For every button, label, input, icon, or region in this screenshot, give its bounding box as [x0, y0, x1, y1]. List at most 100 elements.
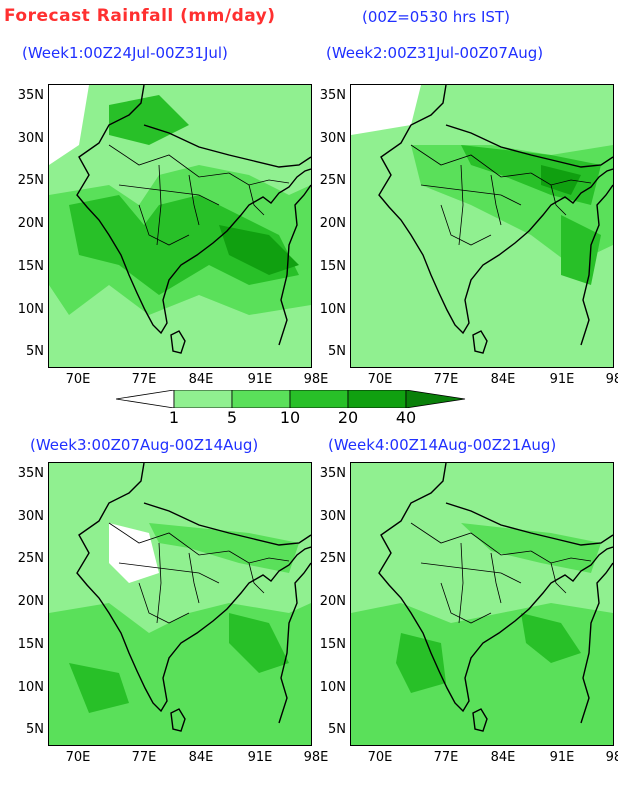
latitude-label: 10N [17, 302, 44, 317]
rainfall-contour [351, 85, 421, 135]
longitude-label: 84E [490, 750, 516, 765]
longitude-label: 77E [131, 372, 157, 387]
latitude-label: 20N [319, 216, 346, 231]
latitude-label: 10N [319, 680, 346, 695]
latitude-label: 5N [26, 344, 44, 359]
rainfall-contour [229, 613, 289, 673]
rainfall-contour [396, 633, 446, 693]
rainfall-field [49, 463, 311, 745]
state-boundary [118, 184, 220, 206]
state-boundary [490, 174, 502, 226]
country-border [445, 124, 613, 168]
latitude-label: 35N [319, 88, 346, 103]
state-boundary [248, 562, 265, 594]
state-boundary [490, 552, 502, 604]
state-boundary [530, 172, 592, 186]
rainfall-contour [219, 225, 299, 275]
coastline [278, 184, 311, 346]
state-boundary [138, 582, 190, 624]
state-boundary [420, 184, 522, 206]
latitude-label: 25N [17, 173, 44, 188]
state-boundary [420, 562, 522, 584]
longitude-label: 98E [605, 372, 618, 387]
latitude-label: 30N [319, 509, 346, 524]
state-boundary [156, 542, 162, 624]
state-boundary [410, 522, 532, 556]
map-frame [48, 84, 312, 368]
state-boundary [530, 550, 592, 564]
coastline [170, 330, 186, 354]
longitude-label: 91E [247, 750, 273, 765]
latitude-label: 15N [17, 259, 44, 274]
latitude-label: 35N [17, 466, 44, 481]
latitude-label: 30N [17, 131, 44, 146]
longitude-label: 77E [433, 750, 459, 765]
state-boundary [188, 174, 200, 226]
latitude-label: 20N [319, 594, 346, 609]
colorbar-label-40: 40 [395, 408, 417, 427]
latitude-label: 35N [319, 466, 346, 481]
longitude-label: 98E [605, 750, 618, 765]
map-frame [350, 462, 614, 746]
state-boundary [458, 542, 464, 624]
latitude-label: 5N [328, 344, 346, 359]
rainfall-contour [351, 603, 613, 745]
state-boundary [108, 144, 230, 178]
state-boundary [138, 204, 190, 246]
latitude-label: 15N [319, 259, 346, 274]
longitude-label: 77E [433, 372, 459, 387]
colorbar-label-1: 1 [168, 408, 180, 427]
rainfall-colorbar: 1 5 10 20 40 [115, 389, 466, 430]
panel-label-week4: (Week4:00Z14Aug-00Z21Aug) [328, 436, 557, 454]
longitude-label: 70E [65, 372, 91, 387]
rainfall-contour [561, 215, 601, 285]
latitude-label: 20N [17, 594, 44, 609]
state-boundary [108, 522, 230, 556]
panel-label-week2: (Week2:00Z31Jul-00Z07Aug) [326, 44, 544, 62]
map-frame [48, 462, 312, 746]
longitude-label: 98E [303, 750, 329, 765]
colorbar-ramp [115, 389, 466, 409]
colorbar-segment-above-40 [405, 389, 466, 409]
time-note: (00Z=0530 hrs IST) [362, 8, 510, 26]
rainfall-contour [351, 463, 411, 543]
latitude-label: 30N [17, 509, 44, 524]
state-boundary [156, 164, 162, 246]
state-boundary [458, 164, 464, 246]
coastline [580, 184, 613, 346]
coastline [378, 85, 613, 335]
latitude-label: 15N [319, 637, 346, 652]
state-boundary [550, 562, 567, 594]
longitude-label: 91E [549, 750, 575, 765]
coastline [472, 708, 488, 732]
state-boundary [550, 184, 567, 216]
rainfall-contour [49, 85, 89, 165]
longitude-label: 91E [247, 372, 273, 387]
longitude-label: 70E [65, 750, 91, 765]
state-boundary [118, 562, 220, 584]
longitude-label: 70E [367, 750, 393, 765]
colorbar-segment-20-40 [347, 389, 407, 409]
latitude-label: 30N [319, 131, 346, 146]
latitude-label: 35N [17, 88, 44, 103]
longitude-label: 84E [188, 372, 214, 387]
latitude-label: 25N [319, 551, 346, 566]
state-boundary [248, 184, 265, 216]
longitude-label: 77E [131, 750, 157, 765]
state-boundary [440, 204, 492, 246]
panel-label-week1: (Week1:00Z24Jul-00Z31Jul) [22, 44, 228, 62]
coastline [170, 708, 186, 732]
coastline [378, 463, 613, 713]
longitude-label: 84E [188, 750, 214, 765]
country-border [445, 502, 613, 546]
coastline [580, 562, 613, 724]
rainfall-contour [149, 523, 299, 573]
latitude-label: 10N [319, 302, 346, 317]
rainfall-contour [69, 663, 129, 713]
longitude-label: 91E [549, 372, 575, 387]
state-boundary [410, 144, 532, 178]
coastline [472, 330, 488, 354]
rainfall-contour [461, 523, 601, 573]
colorbar-segment-10-20 [289, 389, 349, 409]
rainfall-contour [109, 523, 159, 583]
